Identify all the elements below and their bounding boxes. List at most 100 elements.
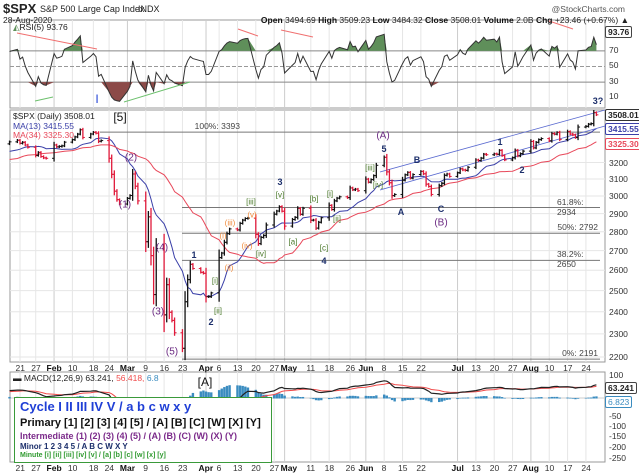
price-panel [9,109,606,363]
macd-hist-bar [516,398,519,400]
macd-value: 63.241, [85,373,114,383]
close-tag: 3508.01 [605,109,639,121]
macd-hist-bar [406,398,409,400]
macd-hist-bar [409,398,412,401]
macd-hist-bar [228,385,231,399]
wave-primary-A: [A] [197,375,213,389]
macd-hist-bar [511,398,514,399]
macd-hist-bar [419,398,423,400]
x-tick-label: Jun [358,363,374,373]
rsi-level-30: 30 [609,76,619,86]
macd-hist-bar [338,396,341,399]
macd-line-icon: ▬ [13,373,22,383]
signal-value: 56.418, [116,373,145,383]
macd-hist-bar [493,396,496,399]
x-tick-label: 24 [581,463,591,473]
x-tick-label: 24 [104,463,115,473]
y-tick-label: 2400 [609,306,628,317]
macd-hist-bar [280,393,284,399]
macd-hist-bar [236,385,239,399]
ma13-line [9,128,597,298]
macd-hist-bar [375,395,378,399]
x-tick-label: 22 [416,463,426,473]
macd-hist-bar [422,398,425,400]
macd-hist-bar [466,397,470,399]
macd-hist-bar [534,397,538,399]
close-label: Close [425,15,449,25]
wave-minor-5: 5 [381,144,387,154]
wave-minute-a: [a] [288,237,298,247]
macd-hist-bar [595,396,598,399]
wave-minute-iv-2: [iv] [372,180,384,190]
fib-label: 38.2%: 2650 [557,249,584,270]
price-legend: $SPX (Daily) 3508.01 [13,111,95,121]
wave-minor-3: 3 [277,177,283,187]
macd-hist-bar [532,397,535,399]
macd-hist-bar [283,395,286,399]
high-label: High [318,15,338,25]
macd-hist-bar [204,391,208,399]
wave-minute-ii: [ii] [214,306,222,316]
wave-minute-v: [v] [275,190,285,200]
macd-hist-bar [553,396,556,399]
macd-hist-bar [354,395,357,399]
macd-hist-bar [241,385,244,399]
macd-hist-bar [320,398,323,401]
macd-hist-bar [314,398,318,401]
wave-sub-iv: (iv) [241,241,253,251]
rsi-divergence-line [280,29,314,38]
y-tick-label: 2900 [609,208,628,219]
macd-hist-bar [521,398,525,400]
y-tick-label: 3000 [609,191,628,201]
x-tick-label: Apr [198,363,214,373]
x-tick-label: May [280,363,298,373]
legend-intermediate: Intermediate (1) (2) (3) (4) (5) / (A) (… [20,431,237,441]
wave-minor-A: A [397,207,405,217]
chg-value: +23.46 (+0.67%) [554,15,619,25]
macd-hist-bar [401,398,404,402]
x-tick-label: 24 [104,363,115,373]
wave-minor-4: 4 [321,256,327,266]
x-tick-label: 20 [489,463,500,473]
x-tick-label: 22 [416,363,426,373]
wave-primary-5: [5] [113,110,127,124]
rsi-divergence-line [123,81,191,103]
wave-sub-ii: (ii) [224,263,234,273]
macd-hist-bar [411,398,415,400]
macd-hist-bar [327,398,331,400]
x-tick-label: May [280,463,298,473]
macd-hist-bar [513,398,517,399]
macd-hist-bar [569,397,572,399]
x-tick-label: 26 [345,363,356,373]
macd-hist-bar [529,397,533,399]
macd-hist-bar [367,395,370,399]
x-tick-label: 9 [143,463,148,473]
x-tick-label: Aug [522,363,539,373]
macd-hist-bar [424,398,428,401]
quote-summary: Open 3494.69 High 3509.23 Low 3484.32 Cl… [261,15,629,25]
rsi-label: RSI(5) 93.76 [19,22,68,32]
x-tick-label: 10 [544,363,555,373]
x-tick-label: 16 [159,363,170,373]
x-tick-label: Feb [46,363,62,373]
x-tick-label: 23 [177,363,188,373]
macd-hist-bar [217,390,221,399]
macd-hist-bar [369,396,373,399]
x-tick-label: 10 [67,363,78,373]
macd-hist-bar [479,396,483,399]
macd-hist-bar [443,398,446,401]
macd-hist-bar [482,396,485,399]
x-tick-label: 6 [216,463,222,473]
rsi-divergence-line [237,28,259,37]
y-tick-label: 2200 [609,351,628,362]
macd-hist-bar [495,396,499,399]
y-tick-label: 2700 [609,245,628,256]
wave-minor-2b: 2 [519,165,525,175]
rsi-divergence-line [16,32,98,50]
x-tick-label: 20 [489,363,500,373]
y-tick-label: 2300 [609,328,628,339]
macd-hist-bar [246,387,250,399]
legend-minor: Minor 1 2 3 4 5 / A B C W X Y [20,442,128,451]
macd-hist-bar [540,397,543,399]
